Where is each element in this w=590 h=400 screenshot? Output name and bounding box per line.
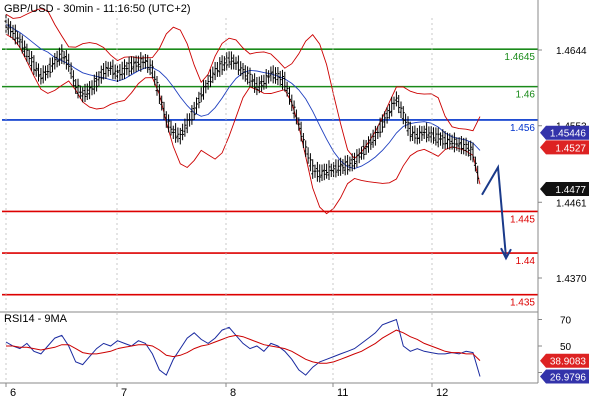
bollinger-lower-band bbox=[5, 33, 481, 215]
x-tick-label: 12 bbox=[436, 387, 448, 399]
chart-title: GBP/USD - 30min - 11:16:50 (UTC+2) bbox=[4, 3, 191, 15]
level-label: 1.445 bbox=[510, 214, 535, 225]
x-tick-label: 11 bbox=[337, 387, 348, 399]
price-panel: 1.4645 1.46 1.456 1.445 1.44 1.435 bbox=[2, 8, 538, 309]
level-label: 1.46 bbox=[516, 90, 536, 101]
price-badge bbox=[540, 353, 589, 368]
projection-arrow bbox=[481, 164, 507, 258]
rsi-y-tick-label: 70 bbox=[560, 316, 572, 327]
x-tick-label: 8 bbox=[230, 387, 236, 399]
price-badge-label: 1.45446 bbox=[550, 129, 587, 140]
price-badge bbox=[540, 140, 589, 155]
level-label: 1.435 bbox=[510, 298, 535, 309]
y-tick-label: 1.4461 bbox=[556, 198, 587, 209]
price-badge bbox=[540, 181, 589, 196]
projection-arrow-head bbox=[500, 247, 512, 261]
price-badge-label: 1.4527 bbox=[555, 143, 586, 154]
x-tick-label: 7 bbox=[121, 387, 127, 399]
rsi-series-9ma bbox=[6, 329, 481, 364]
rsi-y-tick-label: 50 bbox=[560, 342, 572, 353]
price-badge-label: 26.9796 bbox=[550, 373, 587, 384]
price-badge-label: 38.9083 bbox=[550, 357, 587, 368]
price-badge bbox=[540, 369, 589, 384]
rsi-series-rsi14 bbox=[5, 318, 481, 377]
rsi-panel bbox=[5, 318, 481, 377]
price-badge-label: 1.4477 bbox=[555, 185, 586, 196]
level-label: 1.44 bbox=[516, 256, 536, 267]
price-badge bbox=[540, 125, 589, 140]
level-label: 1.4645 bbox=[504, 52, 535, 63]
y-tick-label: 1.4644 bbox=[556, 46, 587, 57]
x-tick-label: 6 bbox=[10, 387, 16, 399]
level-label: 1.456 bbox=[510, 123, 535, 134]
rsi-title: RSI14 - 9MA bbox=[4, 313, 68, 325]
bollinger-upper-band bbox=[5, 8, 481, 160]
y-tick-label: 1.4370 bbox=[556, 274, 587, 285]
